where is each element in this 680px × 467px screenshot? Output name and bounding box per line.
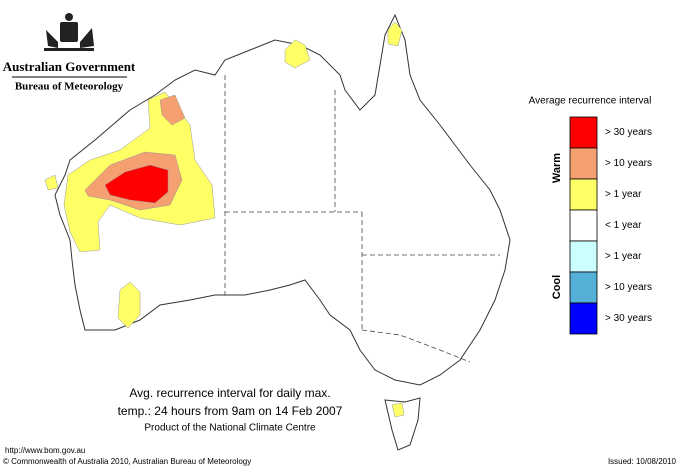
legend-swatch [569,178,598,211]
legend-swatch [569,302,598,335]
warm-region [104,164,169,204]
warm-region [284,39,311,69]
legend: Average recurrence interval Warm Cool > … [529,96,652,335]
state-border [361,329,471,363]
warm-region [159,94,186,126]
map [44,13,511,451]
caption-line: temp.: 24 hours from 9am on 14 Feb 2007 [118,404,343,418]
warm-region [117,281,141,329]
warm-region [44,174,59,191]
footer-url: http://www.bom.gov.au [5,446,85,455]
legend-label: > 1 year [605,251,642,262]
legend-title: Average recurrence interval [529,96,652,107]
coat-of-arms [44,13,94,51]
bureau-name: Bureau of Meteorology [15,81,124,93]
footer-issued: Issued: 10/08/2010 [608,457,677,466]
legend-label: > 1 year [605,189,642,200]
footer-copyright: © Commonwealth of Australia 2010, Austra… [3,457,251,466]
legend-swatch [569,116,598,149]
caption-line: Avg. recurrence interval for daily max. [129,386,330,400]
legend-label: > 10 years [605,158,652,169]
legend-swatch [569,209,598,242]
legend-label: > 30 years [605,313,652,324]
legend-label: > 10 years [605,282,652,293]
legend-label: < 1 year [605,220,642,231]
legend-swatch [569,147,598,180]
legend-swatch [569,240,598,273]
warm-region [391,402,405,418]
legend-label: > 30 years [605,127,652,138]
warm-region [387,21,403,47]
caption-credit: Product of the National Climate Centre [144,423,316,434]
warm-label: Warm [551,153,563,183]
cool-label: Cool [551,275,563,299]
legend-swatch [569,271,598,304]
government-name: Australian Government [3,59,136,74]
